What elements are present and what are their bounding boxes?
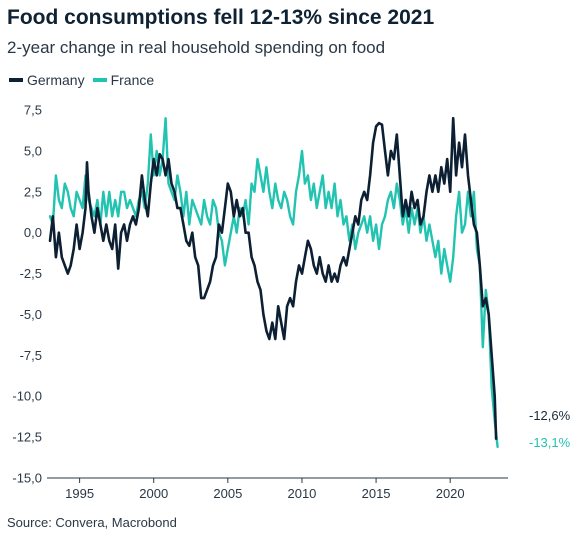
- y-tick-label: -5,0: [20, 307, 42, 322]
- chart-subtitle: 2-year change in real household spending…: [7, 38, 386, 57]
- x-tick-label: 2015: [362, 486, 391, 501]
- y-tick-label: 5,0: [24, 143, 42, 158]
- legend-label-france: France: [110, 72, 155, 88]
- x-tick-label: 1995: [65, 486, 94, 501]
- x-tick-label: 2000: [139, 486, 168, 501]
- y-tick-label: 2,5: [24, 184, 42, 199]
- legend-item-germany: Germany: [9, 72, 85, 88]
- y-tick-label: -15,0: [12, 471, 42, 486]
- series-line-france: [48, 117, 499, 449]
- end-label-germany: -12,6%: [529, 408, 571, 423]
- y-tick-label: 0,0: [24, 225, 42, 240]
- series-line-germany: [48, 116, 498, 440]
- chart-legend: Germany France: [9, 72, 162, 88]
- legend-item-france: France: [92, 72, 155, 88]
- y-tick-label: 7,5: [24, 103, 42, 118]
- x-tick-label: 2010: [287, 486, 316, 501]
- legend-swatch-germany: [9, 78, 23, 82]
- chart-title: Food consumptions fell 12-13% since 2021: [7, 6, 435, 29]
- x-tick-label: 2005: [213, 486, 242, 501]
- legend-label-germany: Germany: [27, 72, 85, 88]
- y-tick-label: -10,0: [12, 389, 42, 404]
- y-tick-label: -7,5: [20, 348, 42, 363]
- y-tick-label: -2,5: [20, 266, 42, 281]
- legend-swatch-france: [92, 78, 107, 82]
- x-tick-label: 2020: [436, 486, 465, 501]
- end-label-france: -13,1%: [529, 435, 571, 450]
- y-tick-label: -12,5: [12, 430, 42, 445]
- chart-source: Source: Convera, Macrobond: [7, 515, 177, 530]
